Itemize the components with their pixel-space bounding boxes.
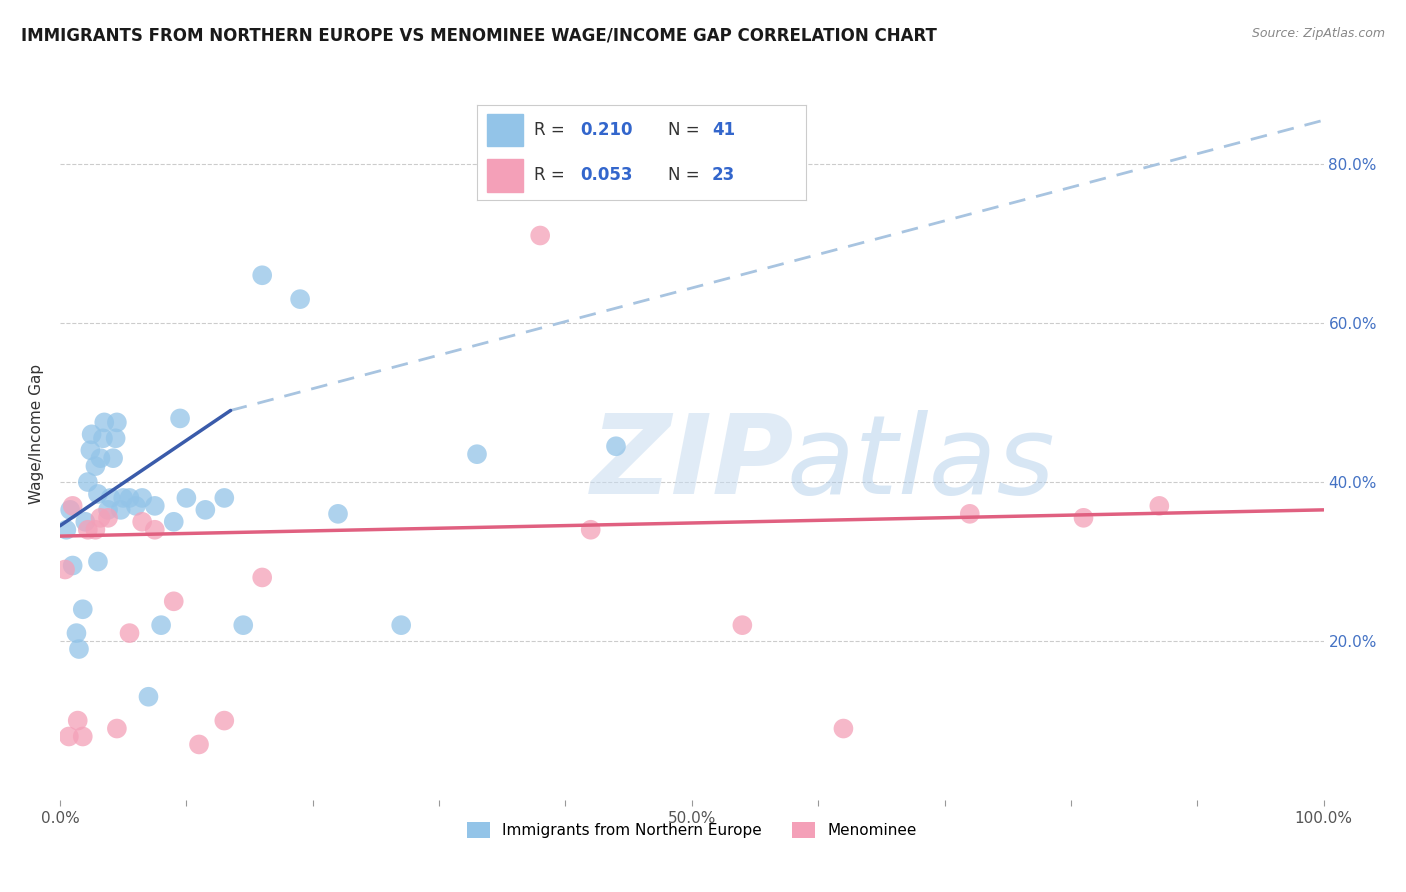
Point: [250, 268, 273, 283]
Point: [288, 292, 311, 306]
Text: atlas: atlas: [786, 410, 1054, 517]
Point: [214, 714, 236, 728]
Point: [65, 626, 87, 640]
Y-axis label: Wage/Income Gap: Wage/Income Gap: [30, 364, 44, 504]
Point: [87, 555, 110, 569]
Point: [72, 730, 94, 744]
Point: [105, 722, 128, 736]
Text: Source: ZipAtlas.com: Source: ZipAtlas.com: [1251, 27, 1385, 40]
Point: [58, 730, 80, 744]
Legend: Immigrants from Northern Europe, Menominee: Immigrants from Northern Europe, Menomin…: [461, 816, 922, 844]
Point: [87, 487, 110, 501]
Point: [125, 499, 148, 513]
Point: [59, 503, 82, 517]
Point: [72, 602, 94, 616]
Point: [76, 475, 98, 489]
Point: [143, 523, 166, 537]
Point: [105, 416, 128, 430]
Point: [389, 618, 412, 632]
Point: [150, 618, 173, 632]
Point: [959, 507, 981, 521]
Point: [104, 431, 127, 445]
Point: [1149, 499, 1171, 513]
Point: [232, 618, 254, 632]
Point: [67, 642, 90, 657]
Point: [62, 558, 84, 573]
Point: [118, 491, 141, 505]
Point: [194, 503, 217, 517]
Point: [605, 439, 627, 453]
Point: [100, 491, 122, 505]
Point: [62, 499, 84, 513]
Point: [1073, 511, 1095, 525]
Point: [84, 523, 107, 537]
Point: [118, 626, 141, 640]
Point: [188, 738, 211, 752]
Text: IMMIGRANTS FROM NORTHERN EUROPE VS MENOMINEE WAGE/INCOME GAP CORRELATION CHART: IMMIGRANTS FROM NORTHERN EUROPE VS MENOM…: [21, 27, 936, 45]
Point: [326, 507, 349, 521]
Point: [97, 503, 120, 517]
Point: [731, 618, 754, 632]
Point: [97, 511, 120, 525]
Point: [66, 714, 89, 728]
Point: [250, 570, 273, 584]
Point: [465, 447, 488, 461]
Point: [91, 431, 114, 445]
Point: [110, 503, 132, 517]
Point: [214, 491, 236, 505]
Point: [832, 722, 855, 736]
Point: [529, 228, 551, 243]
Point: [131, 515, 153, 529]
Point: [80, 427, 103, 442]
Point: [101, 451, 124, 466]
Point: [84, 459, 107, 474]
Point: [76, 523, 98, 537]
Point: [89, 451, 111, 466]
Point: [131, 491, 153, 505]
Point: [93, 416, 115, 430]
Point: [176, 491, 198, 505]
Point: [53, 562, 76, 576]
Point: [138, 690, 160, 704]
Point: [579, 523, 602, 537]
Point: [55, 523, 77, 537]
Point: [163, 515, 186, 529]
Point: [112, 491, 135, 505]
Point: [163, 594, 186, 608]
Point: [75, 515, 97, 529]
Point: [89, 511, 111, 525]
Point: [79, 443, 101, 458]
Point: [143, 499, 166, 513]
Point: [169, 411, 191, 425]
Text: ZIP: ZIP: [591, 410, 794, 517]
